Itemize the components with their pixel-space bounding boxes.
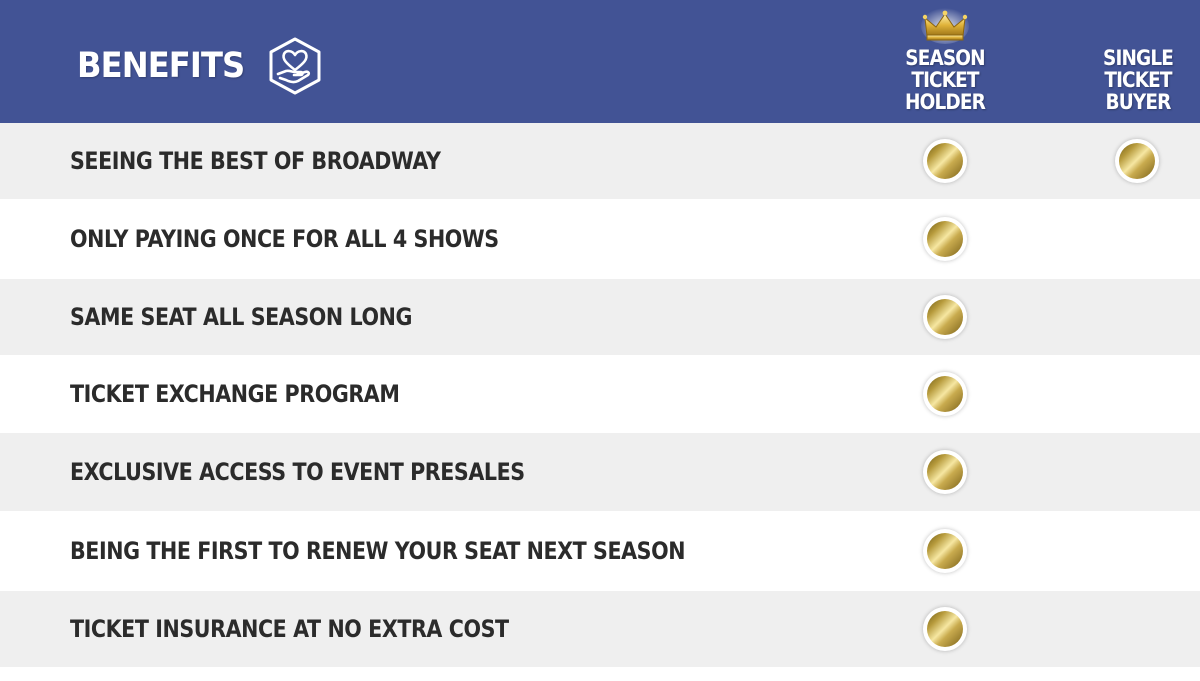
benefit-label: TICKET INSURANCE AT NO EXTRA COST	[70, 615, 509, 643]
page-title: BENEFITS	[77, 46, 245, 86]
gold-coin-icon	[923, 450, 967, 494]
benefit-label: ONLY PAYING ONCE FOR ALL 4 SHOWS	[70, 225, 499, 253]
column-header-line: SINGLE	[1103, 46, 1174, 70]
table-row: SEEING THE BEST OF BROADWAY	[0, 123, 1200, 199]
benefit-label: BEING THE FIRST TO RENEW YOUR SEAT NEXT …	[70, 537, 686, 565]
table-row: SAME SEAT ALL SEASON LONG	[0, 279, 1200, 355]
header-bar: BENEFITS	[0, 0, 1200, 123]
column-header-line: BUYER	[1105, 90, 1172, 114]
benefits-table: SEEING THE BEST OF BROADWAY ONLY PAYING …	[0, 123, 1200, 667]
crown-icon	[921, 8, 969, 44]
benefit-label: TICKET EXCHANGE PROGRAM	[70, 380, 400, 408]
benefit-label: SEEING THE BEST OF BROADWAY	[70, 147, 441, 175]
column-header-line: SEASON	[905, 46, 985, 70]
gold-coin-icon	[923, 139, 967, 183]
gold-coin-icon	[923, 607, 967, 651]
gold-coin-icon	[923, 529, 967, 573]
heart-in-hand-icon	[269, 37, 321, 95]
table-row: TICKET INSURANCE AT NO EXTRA COST	[0, 591, 1200, 667]
column-header-season-ticket-holder: SEASON TICKET HOLDER	[888, 47, 1002, 113]
column-header-single-ticket-buyer: SINGLE TICKET BUYER	[1081, 47, 1195, 113]
column-header-line: TICKET	[911, 68, 979, 92]
column-header-line: HOLDER	[905, 90, 986, 114]
benefit-label: EXCLUSIVE ACCESS TO EVENT PRESALES	[70, 458, 525, 486]
table-row: EXCLUSIVE ACCESS TO EVENT PRESALES	[0, 433, 1200, 511]
gold-coin-icon	[923, 372, 967, 416]
column-header-line: TICKET	[1104, 68, 1172, 92]
gold-coin-icon	[1115, 139, 1159, 183]
table-row: BEING THE FIRST TO RENEW YOUR SEAT NEXT …	[0, 511, 1200, 591]
benefit-label: SAME SEAT ALL SEASON LONG	[70, 303, 412, 331]
gold-coin-icon	[923, 295, 967, 339]
table-row: TICKET EXCHANGE PROGRAM	[0, 355, 1200, 433]
gold-coin-icon	[923, 217, 967, 261]
table-row: ONLY PAYING ONCE FOR ALL 4 SHOWS	[0, 199, 1200, 279]
